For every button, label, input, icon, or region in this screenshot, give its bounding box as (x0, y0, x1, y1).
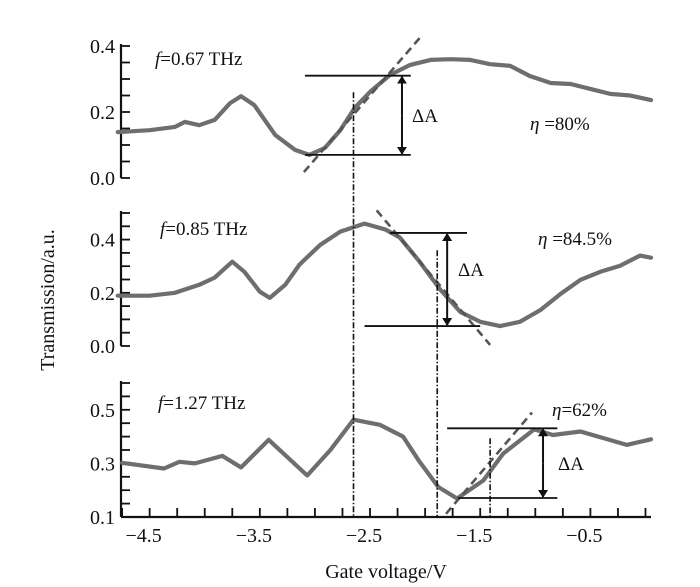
frequency-label-panel-2: f=0.85 THz (160, 219, 248, 240)
efficiency-label: η =80% (530, 114, 590, 135)
transmission-curve-1 (115, 221, 654, 329)
y-tick-label: 0.4 (90, 230, 115, 252)
x-tick-label: −1.5 (456, 525, 492, 547)
y-tick-label: 0.5 (90, 400, 115, 422)
y-tick-label: 0.1 (90, 507, 115, 529)
tangent-line (445, 411, 533, 515)
x-tick-label: −4.5 (126, 525, 162, 547)
x-tick-label: −2.5 (346, 525, 382, 547)
delta-a-label: ΔA (412, 106, 438, 127)
efficiency-label-panel-3: η=62% (552, 400, 607, 421)
y-tick-label: 0.3 (90, 453, 115, 475)
y-tick-label: 0.2 (90, 283, 115, 305)
frequency-label-panel-3: f=1.27 THz (158, 393, 246, 414)
y-axis-title: Transmission/a.u. (37, 229, 59, 371)
y-tick-label: 0.0 (90, 336, 115, 358)
y-tick-label: 0.4 (90, 36, 115, 58)
frequency-label-panel-1: f=0.67 THz (155, 49, 243, 70)
eta-value: =80% (539, 114, 589, 135)
efficiency-label: η =84.5% (538, 229, 612, 250)
y-tick-label: 0.0 (90, 168, 115, 190)
delta-a-label: ΔA (558, 454, 584, 475)
x-axis-title: Gate voltage/V (325, 561, 447, 583)
eta-symbol: η (538, 229, 547, 250)
eta-symbol: η (530, 114, 539, 135)
eta-value: =84.5% (547, 229, 612, 250)
tangent-line (302, 37, 421, 173)
delta-a-label: ΔA (458, 260, 484, 281)
x-tick-label: −3.5 (236, 525, 272, 547)
y-tick-label: 0.2 (90, 102, 115, 124)
x-tick-label: −0.5 (566, 525, 602, 547)
transmission-curve-0 (115, 57, 654, 157)
